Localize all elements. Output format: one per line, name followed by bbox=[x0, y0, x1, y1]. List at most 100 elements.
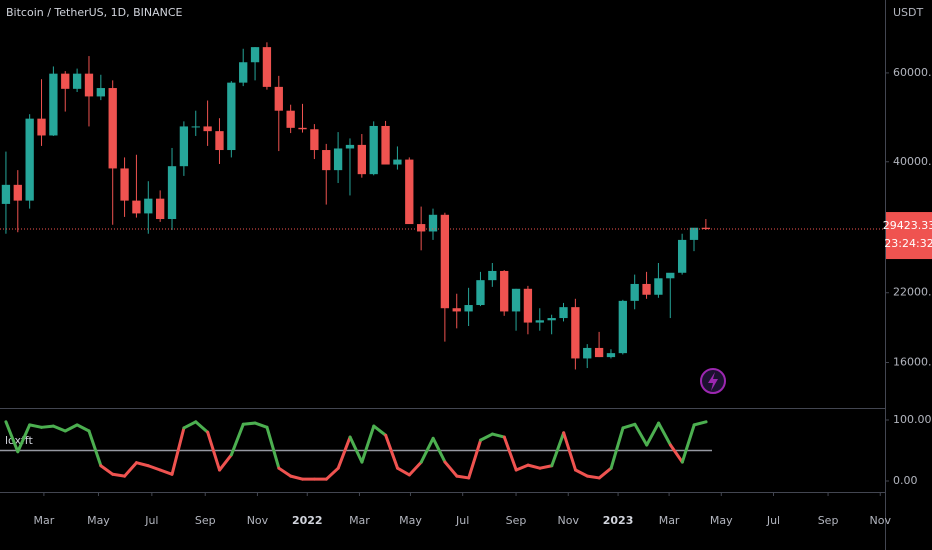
oscillator-segment bbox=[75, 423, 91, 433]
candle-body bbox=[452, 308, 461, 312]
candle-body bbox=[606, 353, 616, 358]
candle-body bbox=[239, 62, 248, 83]
oscillator-segment bbox=[194, 420, 210, 434]
candle-body bbox=[96, 88, 105, 97]
candle-body bbox=[654, 278, 663, 295]
candle-body bbox=[37, 118, 46, 136]
oscillator-segment bbox=[668, 443, 684, 464]
currency-label: USDT bbox=[893, 6, 924, 19]
oscillator-segment bbox=[218, 453, 233, 472]
candle-body bbox=[108, 88, 117, 169]
x-tick-label: Nov bbox=[558, 514, 580, 527]
oscillator-segment bbox=[526, 463, 542, 470]
candle-body bbox=[132, 200, 141, 214]
candle-body bbox=[144, 198, 153, 214]
oscillator-segment bbox=[360, 424, 376, 464]
oscillator-segment bbox=[597, 466, 613, 480]
y-tick-label: 16000.00 bbox=[893, 356, 932, 369]
y-tick-label: 60000.00 bbox=[893, 66, 932, 79]
candle-body bbox=[203, 126, 212, 132]
oscillator-segment bbox=[123, 461, 138, 478]
candle-body bbox=[666, 272, 675, 279]
candle-body bbox=[476, 280, 485, 306]
oscillator-segment bbox=[490, 432, 506, 439]
candle-body bbox=[274, 86, 283, 111]
oscillator-segment bbox=[645, 421, 661, 447]
candle-body bbox=[215, 131, 224, 151]
oscillator-segment bbox=[289, 474, 305, 481]
oscillator-segment bbox=[40, 424, 55, 429]
oscillator-segment bbox=[28, 423, 44, 429]
oscillator-segment bbox=[372, 424, 388, 437]
oscillator-segment bbox=[479, 432, 494, 442]
oscillator-segment bbox=[609, 426, 625, 470]
candle-body bbox=[381, 125, 390, 165]
oscillator-segment bbox=[550, 431, 566, 468]
candle-body bbox=[156, 198, 165, 220]
x-tick-label: Sep bbox=[195, 514, 216, 527]
candle-body bbox=[120, 168, 129, 201]
candle-body bbox=[488, 270, 497, 281]
candle-body bbox=[393, 159, 402, 165]
candle-body bbox=[262, 47, 272, 87]
x-tick-label: Sep bbox=[818, 514, 839, 527]
last-price-label: 29423.33 bbox=[883, 219, 932, 232]
oscillator-segment bbox=[431, 436, 447, 464]
x-tick-label: Mar bbox=[349, 514, 370, 527]
y-tick-label: 22000.00 bbox=[893, 286, 932, 299]
candle-body bbox=[72, 73, 82, 89]
oscillator-segment bbox=[241, 421, 257, 426]
oscillator-segment bbox=[253, 421, 269, 429]
x-tick-label: Sep bbox=[506, 514, 527, 527]
icon-bolt[interactable] bbox=[708, 372, 718, 391]
candle-body bbox=[322, 150, 331, 171]
candle-body bbox=[227, 82, 236, 151]
candle-body bbox=[689, 227, 699, 240]
candle-body bbox=[535, 320, 544, 323]
candle-body bbox=[84, 73, 94, 97]
oscillator-segment bbox=[134, 461, 150, 468]
x-tick-label: Nov bbox=[870, 514, 892, 527]
oscillator-segment bbox=[455, 474, 471, 480]
oscillator-segment bbox=[336, 435, 352, 470]
candle-body bbox=[405, 159, 414, 225]
candle-body bbox=[701, 227, 711, 230]
oscillator-segment bbox=[502, 435, 518, 472]
x-tick-label: May bbox=[399, 514, 422, 527]
candle-body bbox=[1, 184, 11, 204]
candle-body bbox=[547, 318, 556, 321]
candle-body bbox=[49, 73, 58, 136]
x-tick-label: Mar bbox=[34, 514, 55, 527]
candle-body bbox=[642, 283, 651, 295]
y-tick-label: 0.00 bbox=[893, 474, 918, 487]
oscillator-segment bbox=[407, 460, 423, 477]
countdown-label: 23:24:32 bbox=[884, 237, 932, 250]
candle-body bbox=[13, 184, 22, 201]
candle-body bbox=[61, 73, 70, 89]
x-tick-label: Jul bbox=[766, 514, 780, 527]
x-tick-label: Nov bbox=[247, 514, 269, 527]
candle-body bbox=[310, 129, 319, 151]
candle-body bbox=[357, 144, 366, 175]
candle-body bbox=[583, 347, 592, 359]
chart-title: Bitcoin / TetherUS, 1D, BINANCE bbox=[6, 6, 183, 19]
oscillator-segment bbox=[562, 431, 578, 472]
candle-body bbox=[630, 283, 639, 301]
oscillator-segment bbox=[680, 423, 696, 464]
oscillator-segment bbox=[87, 429, 103, 468]
x-tick-label: Mar bbox=[659, 514, 680, 527]
oscillator-segment bbox=[206, 430, 222, 472]
oscillator-segment bbox=[396, 466, 411, 477]
lightning-icon[interactable] bbox=[700, 368, 726, 394]
candle-body bbox=[428, 214, 438, 232]
oscillator-segment bbox=[99, 464, 115, 476]
oscillator-segment bbox=[384, 433, 400, 470]
candle-body bbox=[523, 288, 533, 323]
oscillator-segment bbox=[111, 472, 127, 478]
candle-body bbox=[298, 127, 307, 130]
candle-body bbox=[618, 300, 627, 354]
candle-body bbox=[511, 288, 521, 312]
oscillator-segment bbox=[324, 466, 340, 481]
